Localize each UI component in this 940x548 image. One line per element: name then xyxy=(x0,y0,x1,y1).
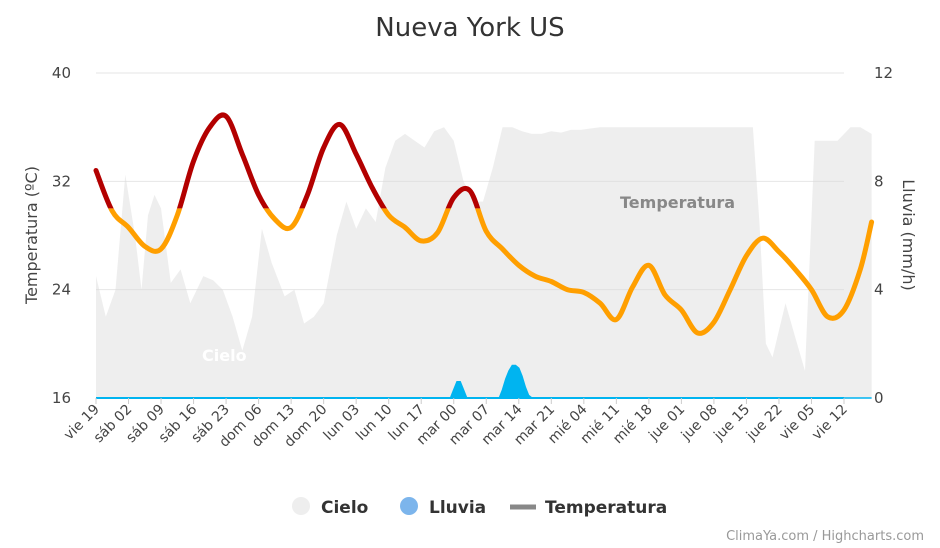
x-tick-label: jue 08 xyxy=(678,402,721,445)
legend-item-temperatura[interactable]: Temperatura xyxy=(510,498,667,518)
temperature-line xyxy=(93,112,875,336)
y-left-tick-label: 32 xyxy=(52,172,71,190)
y-axis-left-title: Temperatura (ºC) xyxy=(22,166,41,305)
x-tick-label: jue 15 xyxy=(710,402,753,445)
y-left-tick-label: 16 xyxy=(52,389,71,407)
legend-item-lluvia[interactable]: Lluvia xyxy=(400,497,486,518)
x-tick-label: vie 05 xyxy=(777,402,819,444)
y-right-tick-label: 8 xyxy=(874,172,884,190)
series-labels: Cielo Temperatura xyxy=(202,193,735,365)
series-label-cielo: Cielo xyxy=(202,346,247,365)
chart-title: Nueva York US xyxy=(375,13,564,43)
y-left-tick-label: 40 xyxy=(52,64,71,82)
cloud-area-shape xyxy=(96,127,872,398)
legend-label-cielo: Cielo xyxy=(321,498,368,518)
x-tick-label: lun 03 xyxy=(321,402,363,444)
y-right-tick-label: 4 xyxy=(874,281,884,299)
cloud-area xyxy=(96,127,872,398)
credits[interactable]: ClimaYa.com / Highcharts.com xyxy=(726,529,924,544)
temperature-line-hot xyxy=(93,112,481,209)
y-left-tick-label: 24 xyxy=(52,281,71,299)
x-tick-label: vie 12 xyxy=(809,402,851,444)
legend-marker-cielo xyxy=(292,497,310,515)
y-axis-right-title: Lluvia (mm/h) xyxy=(899,179,918,291)
x-tick-label: jue 22 xyxy=(743,402,786,445)
legend-item-cielo[interactable]: Cielo xyxy=(292,497,368,518)
legend-label-lluvia: Lluvia xyxy=(429,498,486,518)
legend-marker-lluvia xyxy=(400,497,418,515)
rain-area xyxy=(96,364,872,399)
legend: Cielo Lluvia Temperatura xyxy=(292,497,667,518)
x-tick-label: lun 10 xyxy=(353,402,395,444)
y-right-tick-label: 12 xyxy=(874,64,893,82)
series-label-temperatura: Temperatura xyxy=(620,193,735,212)
temperature-line-warm xyxy=(108,208,875,336)
legend-label-temperatura: Temperatura xyxy=(545,498,667,518)
y-right-tick-label: 0 xyxy=(874,389,884,407)
x-tick-label: jue 01 xyxy=(645,402,688,445)
